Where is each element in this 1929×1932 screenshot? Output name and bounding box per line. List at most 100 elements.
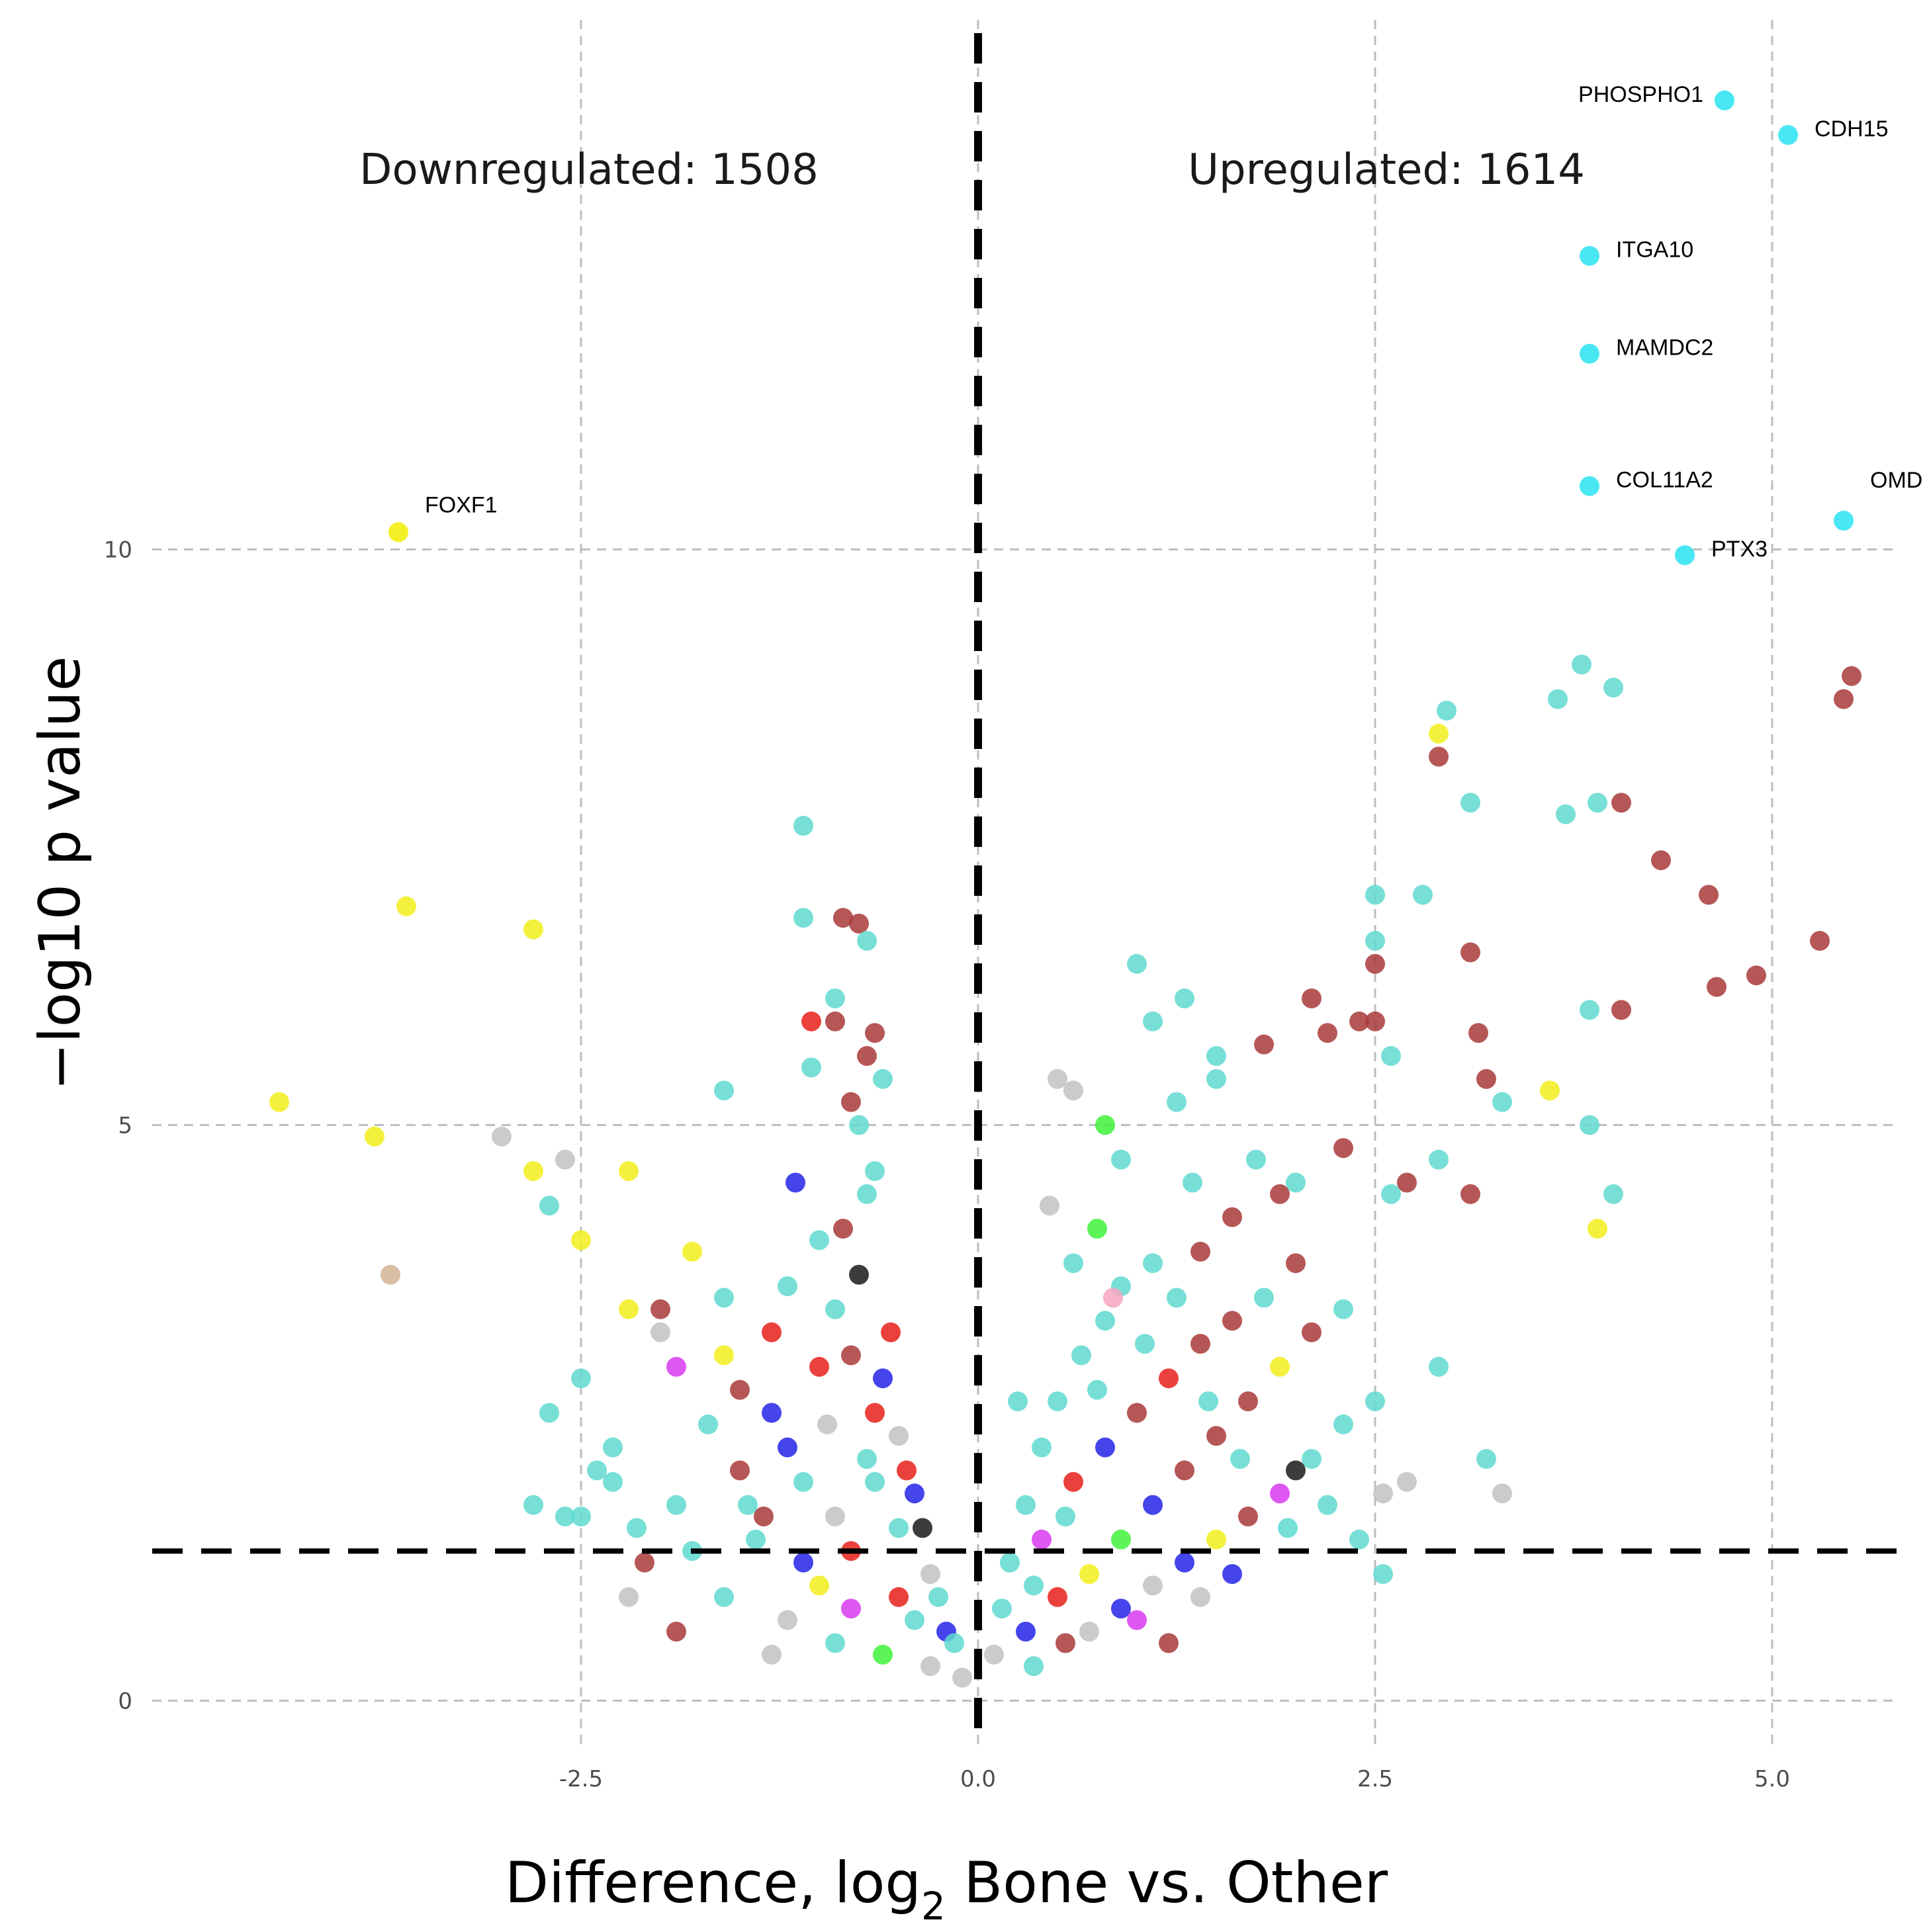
data-point-100 [1127, 953, 1147, 974]
data-point-47 [825, 1507, 845, 1526]
labeled-point-omd [1834, 510, 1854, 531]
labeled-point-mamdc2 [1580, 343, 1599, 364]
data-point-162 [1048, 1391, 1067, 1411]
data-point-216 [1024, 1575, 1044, 1596]
x-axis-label-rest: Bone vs. Other [946, 1850, 1388, 1916]
data-point-43 [603, 1437, 623, 1458]
data-point-178 [1333, 1299, 1353, 1319]
data-point-31 [833, 1219, 853, 1239]
data-point-221 [1230, 1449, 1250, 1469]
data-point-127 [1572, 654, 1592, 675]
data-point-27 [714, 1080, 734, 1101]
data-point-96 [1048, 1069, 1067, 1089]
data-point-97 [1063, 1080, 1083, 1101]
data-point-2 [396, 896, 416, 916]
data-point-220 [1198, 1391, 1218, 1411]
data-point-33 [841, 1345, 861, 1366]
data-point-1 [365, 1126, 384, 1147]
data-point-163 [1032, 1437, 1052, 1458]
data-point-148 [1460, 1184, 1480, 1204]
data-point-125 [1548, 689, 1568, 709]
data-point-120 [1460, 793, 1480, 813]
data-point-17 [849, 913, 869, 934]
gene-label-omd: OMD [1870, 468, 1922, 493]
data-point-208 [1183, 1172, 1202, 1193]
data-point-94 [754, 1507, 774, 1526]
data-point-122 [1476, 1069, 1496, 1089]
data-point-4 [492, 1126, 512, 1147]
data-point-155 [1246, 1149, 1266, 1170]
data-point-73 [825, 1299, 845, 1319]
gene-label-cdh15: CDH15 [1815, 116, 1888, 142]
data-point-138 [1580, 1000, 1599, 1020]
data-point-207 [1103, 1288, 1123, 1308]
data-point-186 [1254, 1288, 1274, 1308]
data-point-171 [1111, 1529, 1131, 1550]
data-point-98 [1095, 1115, 1115, 1135]
data-point-144 [1476, 1449, 1496, 1469]
data-point-76 [857, 1184, 877, 1204]
data-point-16 [833, 908, 853, 928]
data-point-87 [841, 1599, 861, 1619]
data-point-49 [889, 1518, 909, 1538]
data-point-196 [1333, 1414, 1353, 1434]
data-point-95 [817, 1414, 837, 1434]
data-point-45 [778, 1437, 797, 1458]
data-point-68 [857, 1449, 877, 1469]
data-point-104 [1206, 1069, 1226, 1089]
x-axis-label: Difference, log2 Bone vs. Other [505, 1850, 1388, 1929]
data-point-128 [1588, 793, 1607, 813]
y-tick-label-2: 10 [104, 537, 132, 563]
gene-label-ptx3: PTX3 [1711, 537, 1768, 562]
data-point-185 [1222, 1311, 1242, 1331]
data-point-164 [1016, 1495, 1036, 1515]
data-point-198 [1024, 1656, 1044, 1677]
data-point-18 [857, 931, 877, 951]
data-point-115 [1413, 885, 1433, 905]
data-point-50 [905, 1483, 924, 1504]
data-point-192 [1206, 1529, 1226, 1550]
data-point-81 [738, 1495, 758, 1515]
data-points [269, 654, 1862, 1688]
data-point-199 [1055, 1633, 1075, 1653]
data-point-166 [992, 1599, 1012, 1619]
gene-label-itga10: ITGA10 [1616, 238, 1693, 263]
data-point-133 [1707, 977, 1727, 997]
data-point-34 [873, 1368, 893, 1389]
data-point-151 [1429, 1149, 1449, 1170]
data-point-152 [1333, 1138, 1353, 1159]
data-point-20 [801, 1011, 821, 1032]
data-point-217 [1087, 1380, 1107, 1400]
data-point-181 [1095, 1437, 1115, 1458]
x-tick-label-3: 5.0 [1754, 1766, 1790, 1792]
data-point-123 [1492, 1092, 1512, 1112]
data-point-92 [571, 1507, 591, 1526]
data-point-188 [1079, 1622, 1099, 1642]
data-point-183 [1159, 1368, 1179, 1389]
data-point-108 [1318, 1023, 1337, 1043]
data-point-41 [571, 1368, 591, 1389]
data-point-116 [1429, 746, 1449, 767]
data-point-83 [928, 1587, 948, 1607]
data-point-118 [1437, 701, 1457, 721]
labeled-point-foxf1 [388, 522, 408, 543]
data-point-210 [1278, 1518, 1298, 1538]
data-point-140 [1580, 1115, 1599, 1135]
data-point-24 [801, 1057, 821, 1078]
data-point-15 [793, 908, 813, 928]
data-point-66 [666, 1495, 686, 1515]
data-point-85 [952, 1667, 972, 1688]
data-point-195 [1302, 1449, 1322, 1469]
data-point-51 [920, 1564, 940, 1584]
data-point-174 [1206, 1426, 1226, 1446]
data-point-77 [881, 1322, 901, 1342]
data-point-200 [1127, 1610, 1147, 1630]
data-point-59 [920, 1656, 940, 1677]
data-point-189 [1111, 1599, 1131, 1619]
data-point-117 [1429, 723, 1449, 744]
data-point-180 [1063, 1471, 1083, 1492]
data-point-172 [1143, 1495, 1163, 1515]
data-point-201 [1190, 1587, 1210, 1607]
data-point-184 [1190, 1334, 1210, 1354]
